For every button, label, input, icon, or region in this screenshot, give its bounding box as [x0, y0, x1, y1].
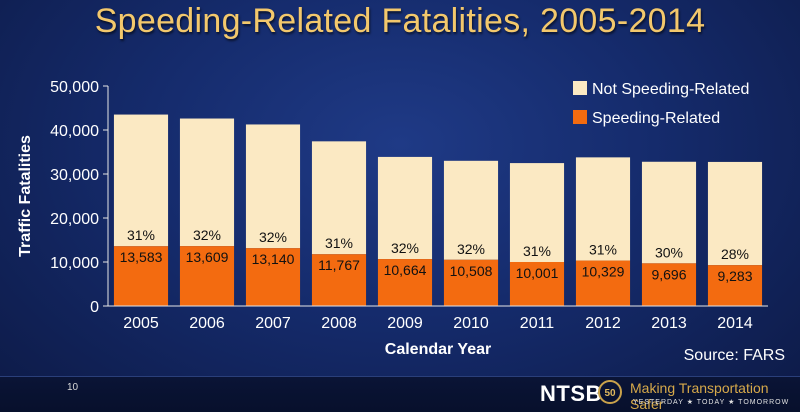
bar-speeding-2006: [179, 246, 235, 306]
value-label-2006: 13,609: [186, 249, 229, 265]
bar-not-speeding-2014: [707, 161, 763, 266]
bar-speeding-2009: [377, 259, 433, 306]
percent-label-2013: 30%: [655, 244, 683, 260]
bar-not-speeding-2008: [311, 141, 367, 255]
value-label-2011: 10,001: [516, 265, 559, 281]
value-label-2007: 13,140: [252, 251, 295, 267]
bar-speeding-2007: [245, 248, 301, 306]
anniversary-badge-icon: 50: [598, 380, 622, 404]
bar-speeding-2005: [113, 246, 169, 306]
percent-label-2008: 31%: [325, 235, 353, 251]
bar-speeding-2011: [509, 261, 565, 306]
page-number: 10: [67, 382, 79, 393]
percent-label-2007: 32%: [259, 229, 287, 245]
percent-label-2011: 31%: [523, 243, 551, 259]
legend-swatch-speeding: [573, 110, 587, 124]
percent-label-2005: 31%: [127, 227, 155, 243]
x-tick-2006: 2006: [189, 315, 225, 332]
x-tick-2005: 2005: [123, 315, 159, 332]
bar-not-speeding-2011: [509, 163, 565, 262]
bar-not-speeding-2010: [443, 160, 499, 260]
x-axis-label: Calendar Year: [385, 341, 491, 358]
y-tick-label: 40,000: [50, 123, 99, 140]
x-tick-2011: 2011: [520, 315, 555, 332]
x-tick-2007: 2007: [255, 315, 291, 332]
bar-not-speeding-2012: [575, 157, 631, 261]
bars-group: [113, 114, 763, 306]
percent-label-2009: 32%: [391, 240, 419, 256]
bar-not-speeding-2006: [179, 118, 235, 247]
value-label-2008: 11,767: [318, 257, 360, 273]
bar-speeding-2010: [443, 259, 499, 306]
legend-label-speeding: Speeding-Related: [592, 110, 720, 127]
bar-not-speeding-2013: [641, 161, 697, 264]
value-label-2009: 10,664: [384, 262, 427, 278]
axes-group: 2005 2006 2007 2008 2009 2010 2011 2012 2013 2014…: [17, 79, 785, 364]
x-tick-2010: 2010: [453, 315, 489, 332]
x-tick-2013: 2013: [651, 315, 687, 332]
chart-area: 2005 2006 2007 2008 2009 2010 2011 2012 2013 2014…: [17, 79, 785, 364]
x-tick-2009: 2009: [387, 315, 423, 332]
percent-label-2012: 31%: [589, 242, 617, 258]
bar-speeding-2008: [311, 254, 367, 306]
percent-label-2014: 28%: [721, 246, 749, 262]
bar-speeding-2012: [575, 260, 631, 306]
percent-label-2010: 32%: [457, 241, 485, 257]
bar-not-speeding-2009: [377, 156, 433, 260]
percent-label-2006: 32%: [193, 227, 221, 243]
y-tick-label: 50,000: [50, 79, 99, 96]
value-label-2013: 9,696: [651, 266, 686, 282]
value-label-2010: 10,508: [450, 263, 493, 279]
bar-speeding-2013: [641, 263, 697, 306]
x-tick-2008: 2008: [321, 315, 357, 332]
ntsb-logo: NTSB: [540, 381, 602, 406]
legend-swatch-not-speeding: [573, 81, 587, 95]
bar-speeding-2014: [707, 265, 763, 306]
value-label-2005: 13,583: [120, 249, 163, 265]
tagline: Making Transportation Safer: [630, 380, 769, 412]
y-tick-label: 30,000: [50, 167, 99, 184]
tagline-sub: YESTERDAY ★ TODAY ★ TOMORROW: [633, 399, 790, 406]
y-tick-label: 20,000: [50, 211, 99, 228]
y-axis-label: Traffic Fatalities: [17, 135, 34, 257]
bar-not-speeding-2005: [113, 114, 169, 247]
footer-bar: 10 NTSB 50 Making Transportation Safer Y…: [0, 376, 800, 412]
source-note: Source: FARS: [684, 347, 785, 364]
chart-title: Speeding-Related Fatalities, 2005-2014: [94, 2, 706, 40]
x-tick-2014: 2014: [717, 315, 753, 332]
y-tick-label: 0: [90, 299, 99, 316]
x-tick-2012: 2012: [585, 315, 621, 332]
legend: Not Speeding-Related Speeding-Related: [573, 81, 749, 127]
value-label-2012: 10,329: [582, 264, 625, 280]
value-label-2014: 9,283: [717, 268, 752, 284]
labels-group: 13,583 31% 13,609 32% 13,140 32% 11,767 31% 10,6…: [120, 227, 753, 284]
legend-label-not-speeding: Not Speeding-Related: [592, 81, 749, 98]
y-tick-label: 10,000: [50, 255, 99, 272]
bar-not-speeding-2007: [245, 124, 301, 249]
